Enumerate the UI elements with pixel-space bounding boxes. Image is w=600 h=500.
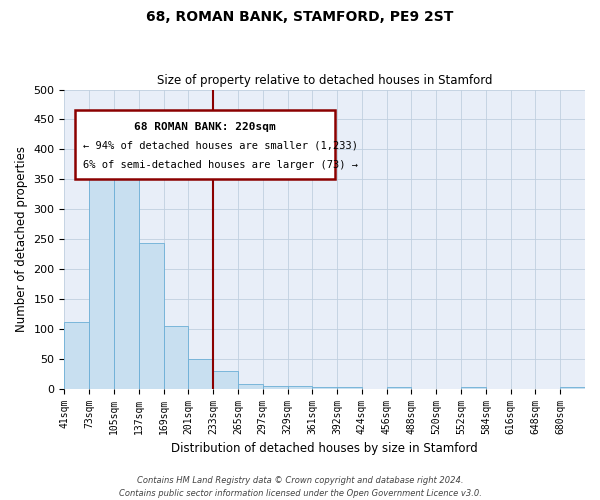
Bar: [188, 359, 213, 388]
Title: Size of property relative to detached houses in Stamford: Size of property relative to detached ho…: [157, 74, 493, 87]
X-axis label: Distribution of detached houses by size in Stamford: Distribution of detached houses by size …: [172, 442, 478, 455]
Bar: [114, 174, 139, 388]
Text: ← 94% of detached houses are smaller (1,233): ← 94% of detached houses are smaller (1,…: [83, 140, 358, 150]
Bar: [337, 387, 362, 388]
Bar: [139, 244, 164, 388]
Bar: [386, 387, 412, 388]
Bar: [213, 370, 238, 388]
Text: 6% of semi-detached houses are larger (73) →: 6% of semi-detached houses are larger (7…: [83, 160, 358, 170]
Bar: [313, 387, 337, 388]
Y-axis label: Number of detached properties: Number of detached properties: [15, 146, 28, 332]
Bar: [287, 386, 313, 388]
Text: 68 ROMAN BANK: 220sqm: 68 ROMAN BANK: 220sqm: [134, 122, 276, 132]
Bar: [263, 386, 287, 388]
Text: Contains HM Land Registry data © Crown copyright and database right 2024.
Contai: Contains HM Land Registry data © Crown c…: [119, 476, 481, 498]
FancyBboxPatch shape: [75, 110, 335, 180]
Bar: [89, 154, 114, 388]
Text: 68, ROMAN BANK, STAMFORD, PE9 2ST: 68, ROMAN BANK, STAMFORD, PE9 2ST: [146, 10, 454, 24]
Bar: [164, 326, 188, 388]
Bar: [238, 384, 263, 388]
Bar: [64, 322, 89, 388]
